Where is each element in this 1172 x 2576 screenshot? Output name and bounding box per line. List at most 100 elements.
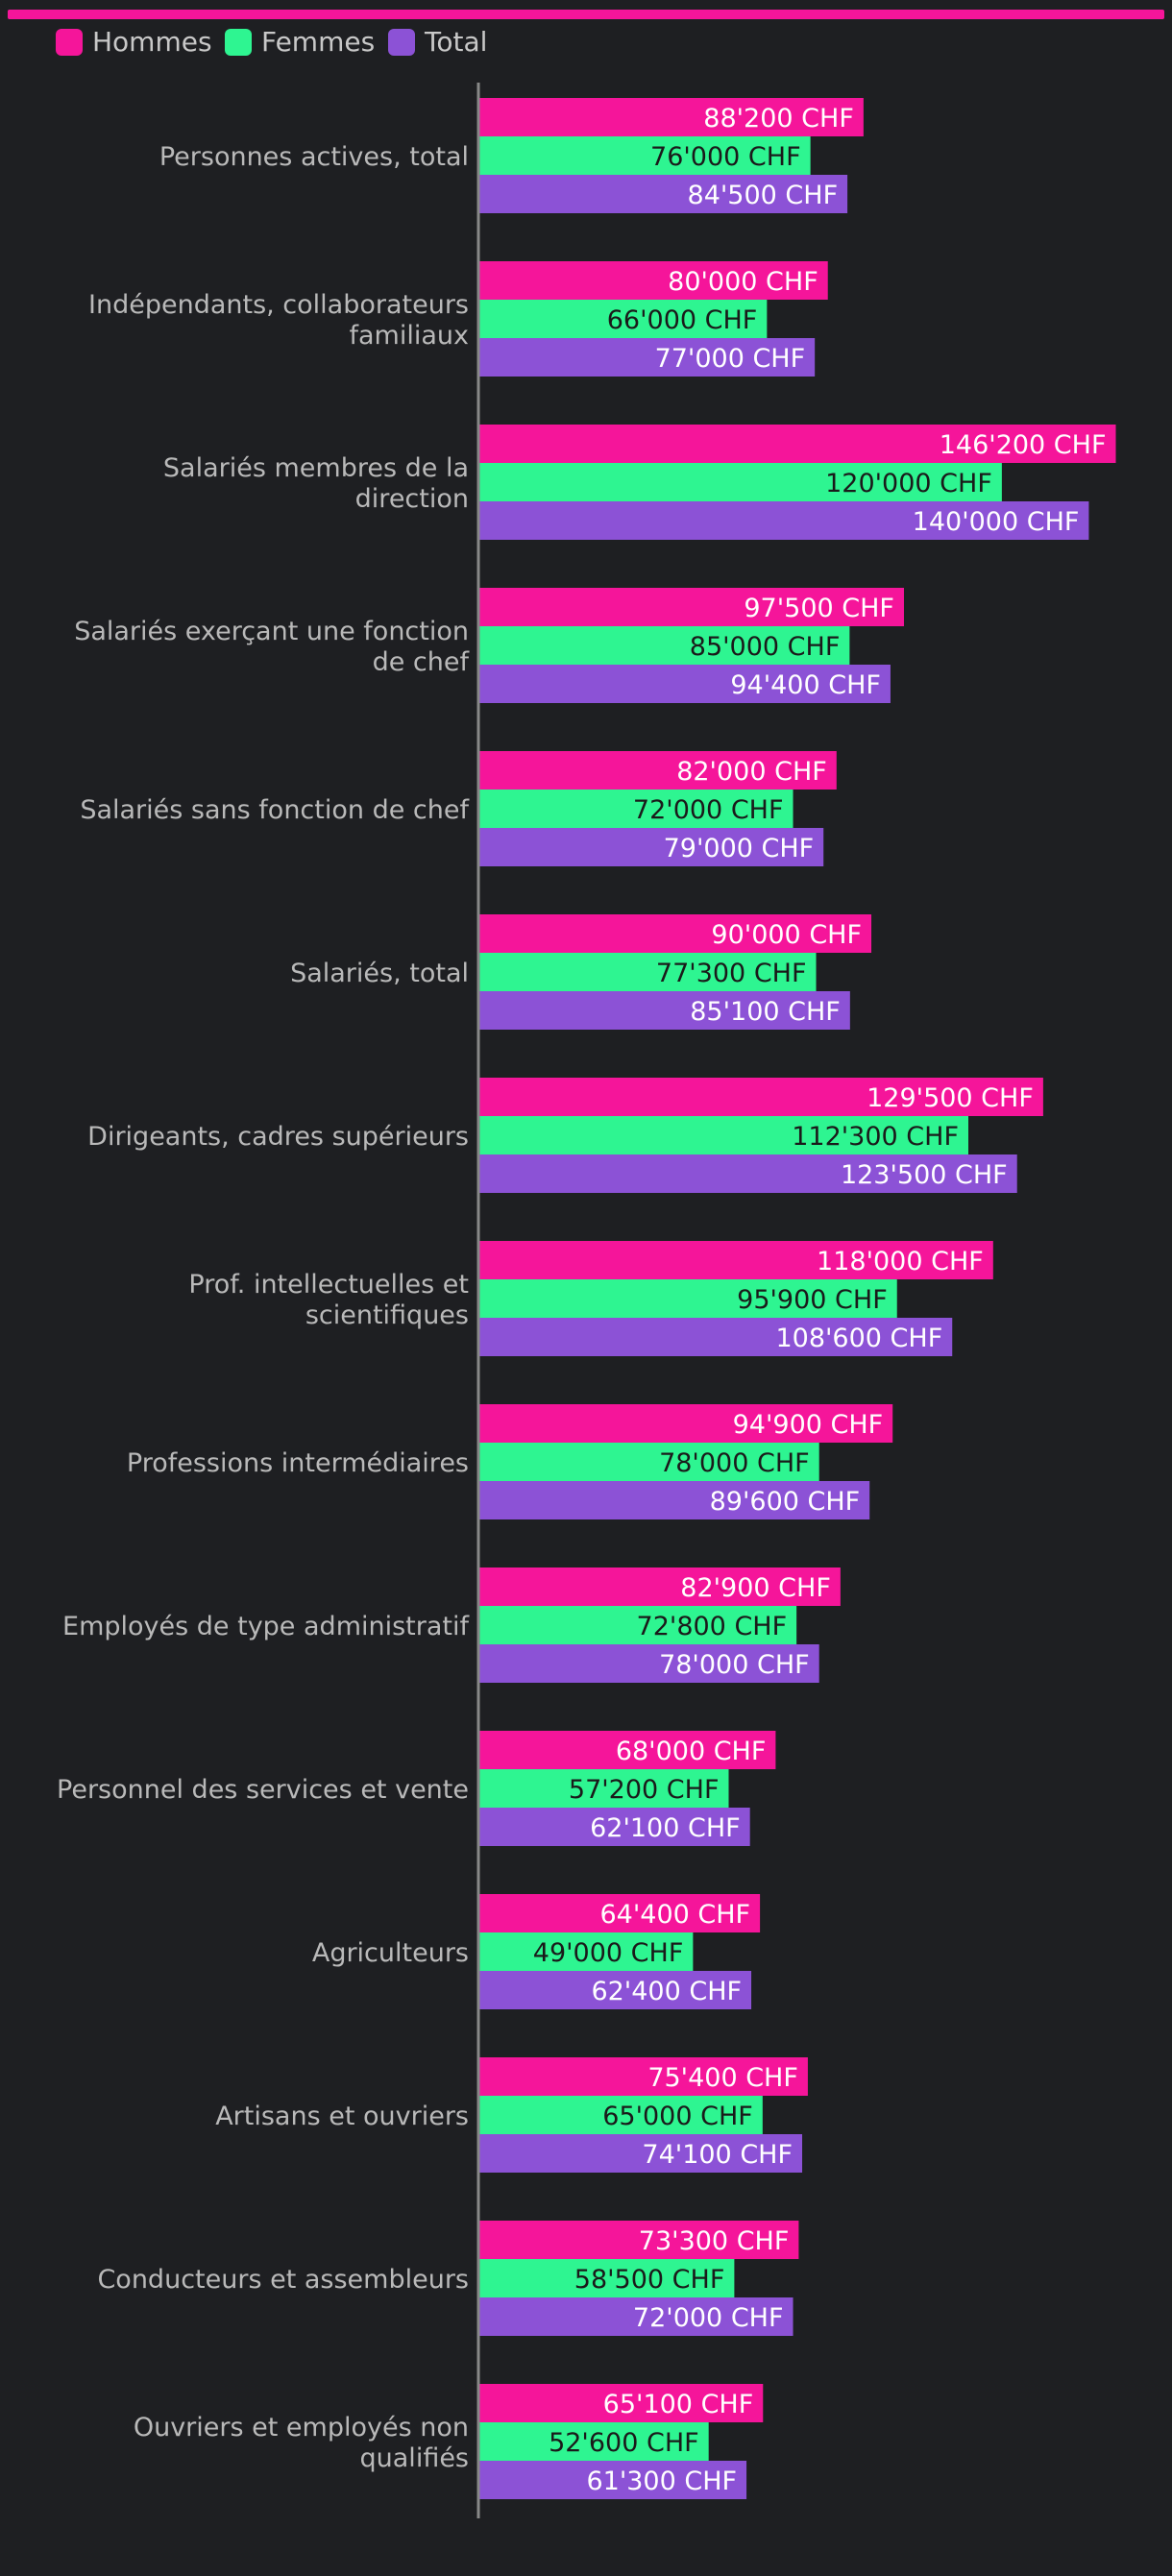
- bar-hommes-ouvriers-et-employes-non-qualifies[interactable]: [479, 2384, 764, 2422]
- category-label-personnes-actives-total: Personnes actives, total: [159, 142, 469, 172]
- bar-hommes-employes-de-type-administratif[interactable]: [479, 1567, 841, 1606]
- legend: Hommes Femmes Total: [56, 26, 487, 58]
- value-label-hommes-dirigeants-cadres-superieurs: 129'500 CHF: [867, 1083, 1034, 1113]
- bar-femmes-ouvriers-et-employes-non-qualifies[interactable]: [479, 2422, 709, 2461]
- value-label-femmes-salaries-sans-fonction-de-chef: 72'000 CHF: [633, 795, 784, 825]
- bar-femmes-salaries-sans-fonction-de-chef[interactable]: [479, 790, 794, 828]
- legend-label-femmes[interactable]: Femmes: [261, 26, 375, 58]
- value-label-total-ouvriers-et-employes-non-qualifies: 61'300 CHF: [586, 2467, 737, 2496]
- bar-hommes-professions-intermediaires[interactable]: [479, 1404, 893, 1443]
- bar-femmes-salaries-exercant-une-fonction-de-chef[interactable]: [479, 626, 850, 665]
- bar-total-dirigeants-cadres-superieurs[interactable]: [479, 1154, 1017, 1193]
- category-label-artisans-et-ouvriers: Artisans et ouvriers: [215, 2102, 469, 2131]
- value-label-hommes-personnes-actives-total: 88'200 CHF: [703, 104, 854, 134]
- bar-total-ouvriers-et-employes-non-qualifies[interactable]: [479, 2461, 747, 2499]
- value-label-total-conducteurs-et-assembleurs: 72'000 CHF: [633, 2303, 784, 2333]
- value-label-total-personnel-des-services-et-vente: 62'100 CHF: [590, 1813, 741, 1843]
- bar-total-agriculteurs[interactable]: [479, 1971, 752, 2009]
- value-label-total-professions-intermediaires: 89'600 CHF: [710, 1487, 861, 1517]
- value-label-total-salaries-sans-fonction-de-chef: 79'000 CHF: [664, 834, 815, 863]
- bar-total-personnes-actives-total[interactable]: [479, 175, 848, 213]
- bar-femmes-personnel-des-services-et-vente[interactable]: [479, 1769, 729, 1808]
- value-label-femmes-personnes-actives-total: 76'000 CHF: [650, 142, 801, 172]
- value-label-hommes-salaries-total: 90'000 CHF: [711, 920, 862, 950]
- value-label-total-agriculteurs: 62'400 CHF: [591, 1977, 742, 2006]
- bar-hommes-dirigeants-cadres-superieurs[interactable]: [479, 1078, 1043, 1116]
- bar-total-salaries-membres-de-la-direction[interactable]: [479, 501, 1089, 540]
- category-label-salaries-exercant-une-fonction-de-chef: Salariés exerçant une fonction de chef: [74, 617, 470, 677]
- value-label-total-independants-collaborateurs-familiaux: 77'000 CHF: [655, 344, 806, 374]
- value-label-femmes-conducteurs-et-assembleurs: 58'500 CHF: [574, 2265, 725, 2295]
- legend-label-hommes[interactable]: Hommes: [92, 26, 212, 58]
- bar-femmes-salaries-membres-de-la-direction[interactable]: [479, 463, 1002, 501]
- bar-total-artisans-et-ouvriers[interactable]: [479, 2134, 803, 2173]
- bar-hommes-salaries-membres-de-la-direction[interactable]: [479, 425, 1116, 463]
- value-label-femmes-salaries-membres-de-la-direction: 120'000 CHF: [825, 469, 992, 498]
- top-accent-bar: [8, 10, 1164, 19]
- bar-hommes-salaries-sans-fonction-de-chef[interactable]: [479, 751, 837, 790]
- bar-femmes-artisans-et-ouvriers[interactable]: [479, 2096, 763, 2134]
- bar-hommes-conducteurs-et-assembleurs[interactable]: [479, 2221, 799, 2259]
- value-label-hommes-salaries-membres-de-la-direction: 146'200 CHF: [940, 430, 1107, 460]
- value-label-femmes-ouvriers-et-employes-non-qualifies: 52'600 CHF: [549, 2428, 699, 2458]
- plot-area: Personnes actives, total 88'200 CHF 76'000…: [57, 83, 1116, 2518]
- bar-hommes-salaries-exercant-une-fonction-de-chef[interactable]: [479, 588, 904, 626]
- category-label-independants-collaborateurs-familiaux: Indépendants, collaborateurs familiaux: [88, 290, 469, 351]
- bar-femmes-employes-de-type-administratif[interactable]: [479, 1606, 797, 1644]
- value-label-total-salaries-exercant-une-fonction-de-chef: 94'400 CHF: [730, 670, 881, 700]
- bar-hommes-artisans-et-ouvriers[interactable]: [479, 2057, 808, 2096]
- bar-hommes-personnes-actives-total[interactable]: [479, 98, 864, 136]
- value-label-hommes-personnel-des-services-et-vente: 68'000 CHF: [616, 1737, 767, 1766]
- bar-femmes-dirigeants-cadres-superieurs[interactable]: [479, 1116, 968, 1154]
- value-label-total-salaries-membres-de-la-direction: 140'000 CHF: [913, 507, 1080, 537]
- category-label-ouvriers-et-employes-non-qualifies: Ouvriers et employés non qualifiés: [134, 2413, 469, 2473]
- bar-femmes-professions-intermediaires[interactable]: [479, 1443, 819, 1481]
- legend-swatch-femmes[interactable]: [225, 29, 252, 56]
- value-label-hommes-conducteurs-et-assembleurs: 73'300 CHF: [639, 2226, 790, 2256]
- legend-swatch-hommes[interactable]: [56, 29, 83, 56]
- bar-total-salaries-sans-fonction-de-chef[interactable]: [479, 828, 824, 866]
- value-label-hommes-independants-collaborateurs-familiaux: 80'000 CHF: [668, 267, 818, 297]
- category-label-salaries-sans-fonction-de-chef: Salariés sans fonction de chef: [80, 795, 470, 825]
- bar-total-employes-de-type-administratif[interactable]: [479, 1644, 819, 1683]
- bar-total-conducteurs-et-assembleurs[interactable]: [479, 2297, 794, 2336]
- legend-swatch-total[interactable]: [388, 29, 415, 56]
- bar-total-professions-intermediaires[interactable]: [479, 1481, 870, 1519]
- category-label-personnel-des-services-et-vente: Personnel des services et vente: [57, 1775, 469, 1805]
- category-label-salaries-total: Salariés, total: [290, 959, 469, 988]
- legend-label-total[interactable]: Total: [424, 26, 487, 58]
- category-label-dirigeants-cadres-superieurs: Dirigeants, cadres supérieurs: [87, 1122, 469, 1152]
- bar-total-salaries-total[interactable]: [479, 991, 850, 1030]
- value-label-femmes-personnel-des-services-et-vente: 57'200 CHF: [569, 1775, 720, 1805]
- bar-hommes-independants-collaborateurs-familiaux[interactable]: [479, 261, 828, 300]
- value-label-femmes-employes-de-type-administratif: 72'800 CHF: [637, 1612, 788, 1641]
- bar-hommes-agriculteurs[interactable]: [479, 1894, 761, 1932]
- value-label-total-salaries-total: 85'100 CHF: [690, 997, 841, 1027]
- category-label-employes-de-type-administratif: Employés de type administratif: [62, 1612, 470, 1641]
- value-label-total-personnes-actives-total: 84'500 CHF: [688, 181, 839, 210]
- value-label-hommes-professions-intermediaires: 94'900 CHF: [733, 1410, 884, 1440]
- bar-femmes-prof-intellectuelles-et-scientifiques[interactable]: [479, 1279, 897, 1318]
- bar-hommes-personnel-des-services-et-vente[interactable]: [479, 1731, 776, 1769]
- value-label-hommes-agriculteurs: 64'400 CHF: [600, 1900, 751, 1930]
- value-label-femmes-professions-intermediaires: 78'000 CHF: [659, 1448, 810, 1478]
- bar-femmes-salaries-total[interactable]: [479, 953, 817, 991]
- bar-femmes-personnes-actives-total[interactable]: [479, 136, 811, 175]
- value-label-hommes-salaries-sans-fonction-de-chef: 82'000 CHF: [676, 757, 827, 787]
- bar-total-prof-intellectuelles-et-scientifiques[interactable]: [479, 1318, 953, 1356]
- bar-hommes-prof-intellectuelles-et-scientifiques[interactable]: [479, 1241, 993, 1279]
- bar-femmes-agriculteurs[interactable]: [479, 1932, 694, 1971]
- bar-femmes-conducteurs-et-assembleurs[interactable]: [479, 2259, 735, 2297]
- bar-total-salaries-exercant-une-fonction-de-chef[interactable]: [479, 665, 891, 703]
- bar-hommes-salaries-total[interactable]: [479, 914, 872, 953]
- value-label-hommes-salaries-exercant-une-fonction-de-chef: 97'500 CHF: [744, 594, 894, 623]
- bar-femmes-independants-collaborateurs-familiaux[interactable]: [479, 300, 768, 338]
- value-label-total-artisans-et-ouvriers: 74'100 CHF: [642, 2140, 793, 2170]
- bar-total-personnel-des-services-et-vente[interactable]: [479, 1808, 750, 1846]
- value-label-femmes-dirigeants-cadres-superieurs: 112'300 CHF: [792, 1122, 959, 1152]
- value-label-femmes-prof-intellectuelles-et-scientifiques: 95'900 CHF: [737, 1285, 888, 1315]
- bar-total-independants-collaborateurs-familiaux[interactable]: [479, 338, 816, 377]
- value-label-total-employes-de-type-administratif: 78'000 CHF: [659, 1650, 810, 1680]
- value-label-hommes-employes-de-type-administratif: 82'900 CHF: [680, 1573, 831, 1603]
